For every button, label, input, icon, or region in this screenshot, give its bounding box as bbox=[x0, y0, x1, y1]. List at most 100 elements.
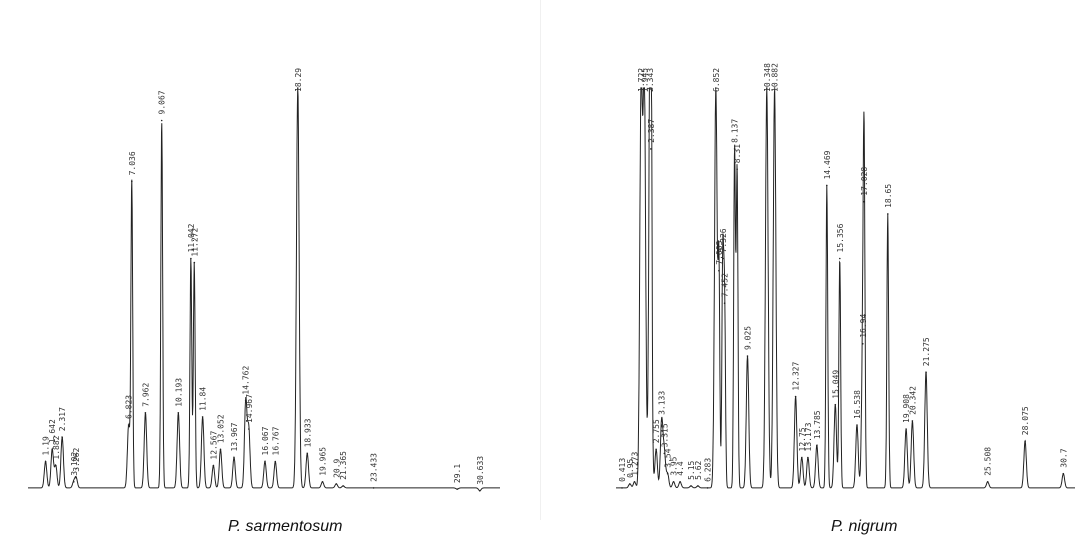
peak-1-6 bbox=[650, 148, 652, 150]
peak-label-1-1: 0.95 bbox=[626, 458, 635, 477]
peak-1-2 bbox=[633, 481, 636, 483]
peak-1-0 bbox=[621, 487, 623, 489]
peak-label-0-8: 7.962 bbox=[141, 383, 150, 407]
peak-1-38 bbox=[925, 371, 927, 374]
chromatogram-trace-1 bbox=[616, 87, 1075, 489]
peak-label-0-20: 16.767 bbox=[271, 426, 280, 455]
peak-1-40 bbox=[1024, 440, 1026, 443]
peak-label-0-5: 3.262 bbox=[72, 448, 81, 472]
peak-label-1-4: 1.945 bbox=[640, 68, 649, 92]
peak-label-0-14: 12.567 bbox=[209, 431, 218, 460]
peak-1-12 bbox=[679, 481, 681, 483]
peak-label-1-3: 1.722 bbox=[637, 68, 646, 92]
peak-label-1-39: 25.508 bbox=[984, 447, 993, 476]
peak-label-1-36: 19.908 bbox=[902, 394, 911, 423]
peak-1-39 bbox=[986, 481, 989, 483]
peak-label-1-12: 4.4 bbox=[676, 461, 685, 476]
peak-1-31 bbox=[839, 257, 841, 260]
peak-0-21 bbox=[297, 87, 299, 89]
peak-1-21 bbox=[736, 168, 738, 170]
peak-1-5 bbox=[649, 87, 651, 89]
peak-0-16 bbox=[233, 456, 235, 459]
peak-label-0-17: 14.762 bbox=[242, 366, 251, 395]
peak-1-7 bbox=[655, 448, 657, 451]
peak-label-1-2: 1.273 bbox=[631, 452, 640, 476]
peak-label-1-8: 3.133 bbox=[658, 391, 667, 415]
peak-0-14 bbox=[212, 464, 215, 467]
peak-label-0-2: 1.882 bbox=[52, 435, 61, 459]
peak-label-0-24: 20.9 bbox=[332, 458, 341, 477]
peak-0-6 bbox=[127, 424, 130, 426]
peak-label-0-1: 1.642 bbox=[48, 419, 57, 443]
peak-1-8 bbox=[660, 420, 663, 422]
peak-0-12 bbox=[193, 261, 196, 264]
peak-1-25 bbox=[794, 395, 797, 398]
peak-1-20 bbox=[733, 148, 736, 150]
peak-1-29 bbox=[826, 184, 828, 187]
peak-0-15 bbox=[219, 448, 222, 451]
peak-label-1-23: 10.348 bbox=[763, 63, 772, 92]
peak-1-17 bbox=[718, 269, 720, 272]
peak-label-0-3: 2.317 bbox=[58, 407, 67, 431]
peak-label-0-21: 18.29 bbox=[294, 68, 303, 92]
peak-1-33 bbox=[862, 343, 864, 345]
peak-1-28 bbox=[816, 444, 818, 447]
peak-label-0-22: 18.933 bbox=[303, 418, 312, 447]
peak-label-1-9: 3.315 bbox=[660, 423, 669, 447]
peak-1-36 bbox=[905, 428, 907, 430]
peak-0-26 bbox=[372, 487, 375, 489]
peak-label-0-28: 30.633 bbox=[476, 456, 485, 485]
peak-label-1-10: 3.54 bbox=[664, 448, 673, 467]
peak-label-1-26: 12.75 bbox=[798, 427, 807, 451]
peak-label-1-24: 10.882 bbox=[771, 63, 780, 92]
peak-0-27 bbox=[456, 488, 459, 490]
peak-label-1-41: 30.7 bbox=[1059, 448, 1068, 467]
peak-0-8 bbox=[144, 412, 147, 414]
peak-label-0-7: 7.036 bbox=[128, 151, 137, 175]
peak-1-4 bbox=[643, 87, 646, 89]
peak-label-1-38: 21.275 bbox=[922, 337, 931, 366]
peak-1-26 bbox=[801, 456, 803, 459]
peak-0-9 bbox=[160, 119, 163, 122]
peak-label-0-26: 23.433 bbox=[370, 453, 379, 482]
peak-0-28 bbox=[479, 490, 481, 492]
peak-label-0-10: 10.193 bbox=[174, 378, 183, 407]
peak-label-1-27: 13.173 bbox=[804, 422, 813, 451]
peak-label-0-4: 3.102 bbox=[70, 452, 79, 476]
peak-1-13 bbox=[690, 485, 692, 487]
peak-label-0-0: 1.19 bbox=[42, 436, 51, 455]
peak-0-17 bbox=[244, 399, 247, 402]
peak-label-1-13: 5.15 bbox=[687, 460, 696, 479]
peak-0-7 bbox=[131, 180, 133, 183]
peak-label-1-16: 6.852 bbox=[712, 68, 721, 92]
peak-label-0-15: 13.052 bbox=[217, 414, 226, 443]
peak-0-13 bbox=[201, 416, 204, 418]
peak-0-25 bbox=[342, 485, 344, 487]
peak-label-1-14: 5.62 bbox=[694, 460, 703, 479]
peak-1-3 bbox=[640, 87, 642, 89]
peak-label-1-11: 3.95 bbox=[670, 456, 679, 475]
peak-1-16 bbox=[715, 87, 717, 89]
peak-label-1-33: 16.94 bbox=[859, 314, 868, 338]
peak-label-1-19: 7.452 bbox=[721, 273, 730, 297]
peak-label-1-20: 8.137 bbox=[731, 119, 740, 143]
peak-0-22 bbox=[306, 452, 309, 455]
peak-label-0-25: 21.365 bbox=[339, 451, 348, 480]
peak-1-24 bbox=[773, 87, 776, 89]
peak-0-24 bbox=[335, 483, 338, 485]
peak-label-1-32: 16.538 bbox=[853, 390, 862, 419]
chromatogram-trace-0 bbox=[28, 88, 500, 492]
peak-1-19 bbox=[723, 302, 726, 305]
peak-0-10 bbox=[177, 412, 180, 414]
peak-0-1 bbox=[51, 448, 53, 451]
peak-0-19 bbox=[264, 460, 266, 463]
peak-label-1-31: 15.356 bbox=[836, 223, 845, 252]
peak-1-41 bbox=[1062, 472, 1065, 475]
panel-divider bbox=[540, 0, 541, 520]
peak-0-2 bbox=[55, 464, 57, 467]
peak-1-18 bbox=[722, 257, 724, 260]
peak-1-14 bbox=[697, 485, 699, 487]
peak-1-35 bbox=[887, 213, 889, 215]
peak-label-1-40: 28.075 bbox=[1021, 406, 1030, 435]
